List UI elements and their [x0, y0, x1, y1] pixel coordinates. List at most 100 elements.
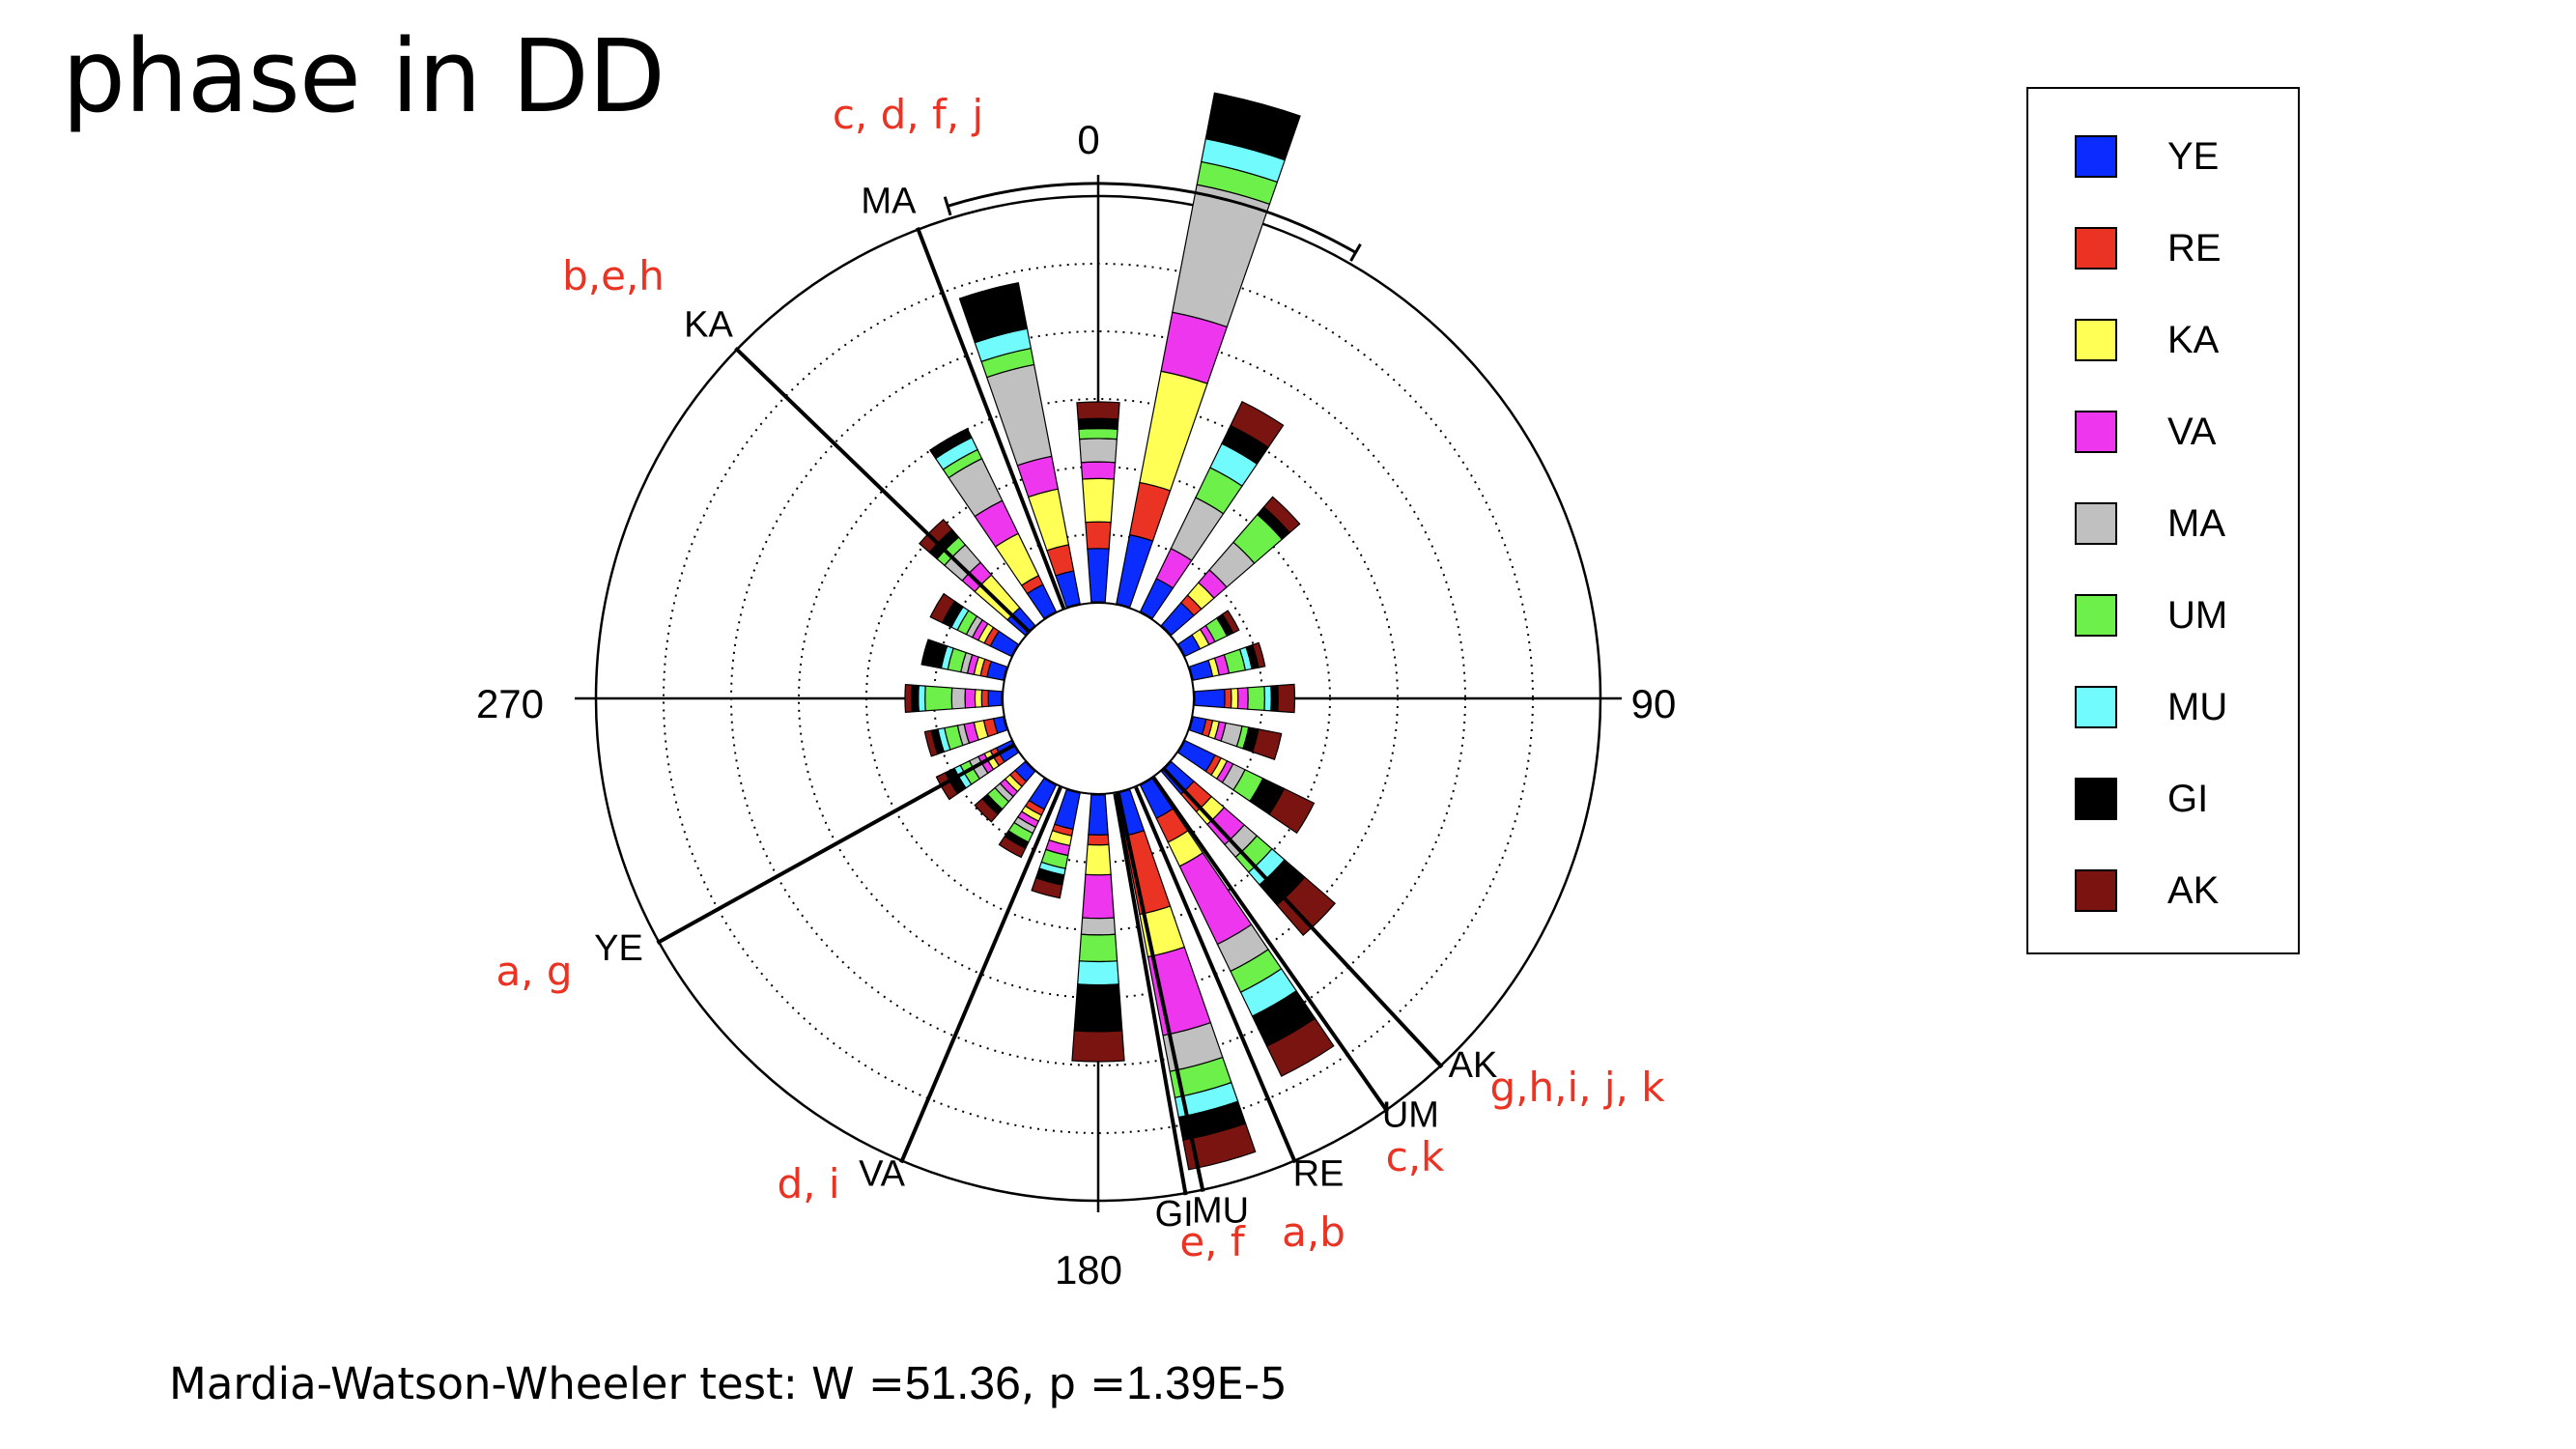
bar-segment-255-ak — [923, 729, 939, 757]
bar-segment-90-re — [1224, 688, 1232, 709]
bar-segment-270-ye — [987, 690, 1003, 707]
bar-segment-0-re — [1085, 521, 1112, 550]
bar-segment-180-gi — [1073, 983, 1123, 1033]
footer-p-mantissa: 1.39 — [1126, 1358, 1217, 1409]
vector-label-va: VA — [859, 1154, 906, 1195]
bar-segment-300-ak — [929, 592, 956, 624]
mean-vector-ka — [734, 346, 1031, 633]
bar-segment-165-va — [1146, 946, 1212, 1037]
legend-label: KA — [2167, 318, 2220, 361]
bar-segment-345-ma — [985, 363, 1053, 467]
bar-segment-180-va — [1081, 873, 1116, 920]
significance-group-mu: e, f — [1179, 1218, 1246, 1265]
footer-mid: , p = — [1020, 1358, 1126, 1409]
mean-vector-ye — [656, 743, 1015, 945]
bar-segment-150-ak — [1265, 1017, 1335, 1077]
legend-item-gi: GI — [2075, 770, 2208, 828]
vector-label-um: UM — [1382, 1095, 1439, 1136]
legend-swatch — [2075, 502, 2117, 545]
vector-label-ye: YE — [594, 928, 643, 969]
bar-segment-0-ka — [1081, 477, 1116, 524]
bar-segment-90-ye — [1194, 688, 1226, 709]
bar-segment-330-gi — [929, 427, 973, 460]
legend-item-re: RE — [2075, 219, 2222, 277]
bar-segment-270-ka — [974, 689, 983, 708]
bar-segment-165-ak — [1182, 1122, 1257, 1171]
bar-segment-180-um — [1078, 933, 1118, 963]
bar-segment-210-ak — [998, 835, 1027, 859]
bar-segment-180-re — [1087, 834, 1110, 846]
bar-segment-345-ka — [1027, 488, 1070, 552]
mean-vector-gi — [1113, 793, 1188, 1196]
bar-segment-270-um — [924, 685, 953, 712]
bar-segment-0-ma — [1079, 438, 1118, 464]
bar-segment-120-ak — [1268, 787, 1316, 835]
bar-segment-90-va — [1236, 687, 1249, 710]
legend-item-ak: AK — [2075, 862, 2219, 920]
legend-item-ye: YE — [2075, 128, 2219, 185]
legend-label: MA — [2167, 501, 2225, 545]
bar-segment-0-ak — [1076, 401, 1120, 420]
mean-vectors — [656, 182, 1444, 1196]
vector-label-ma: MA — [861, 182, 917, 222]
bar-segment-105-ak — [1251, 728, 1283, 761]
bar-segment-135-ak — [1276, 876, 1337, 937]
mean-vector-um — [1151, 776, 1390, 1113]
polar-grid — [575, 175, 1622, 1212]
mean-vector-ak — [1162, 767, 1444, 1069]
bar-segment-45-ak — [1262, 496, 1301, 534]
legend-swatch — [2075, 686, 2117, 728]
legend-label: AK — [2167, 868, 2220, 912]
bar-segment-0-ye — [1087, 548, 1110, 603]
bar-segment-90-mu — [1263, 685, 1272, 712]
bar-segment-0-um — [1078, 428, 1118, 440]
footer-p-exponent: E-5 — [1216, 1358, 1288, 1409]
legend-item-um: UM — [2075, 586, 2227, 644]
footer-w-value: 51.36 — [904, 1358, 1021, 1409]
bar-segment-180-ka — [1085, 843, 1112, 876]
significance-group-re: a,b — [1282, 1208, 1345, 1256]
bar-segment-195-ak — [1031, 876, 1063, 899]
confidence-arc-tick-1 — [943, 196, 952, 216]
footer-prefix: Mardia-Watson-Wheeler test: W = — [169, 1358, 905, 1409]
legend-item-ka: KA — [2075, 311, 2219, 369]
bar-segment-180-ye — [1088, 794, 1109, 837]
bar-segment-15-ma — [1172, 184, 1271, 328]
bar-segment-0-va — [1080, 461, 1117, 480]
confidence-arc-tick-2 — [1349, 242, 1362, 262]
legend-label: RE — [2167, 226, 2222, 270]
legend: YE RE KA VA MA UM MU GI AK — [2026, 87, 2300, 954]
bar-segment-225-ak — [974, 797, 1000, 823]
bar-segment-270-ma — [950, 687, 967, 710]
bar-segment-90-um — [1247, 685, 1266, 712]
legend-item-va: VA — [2075, 403, 2216, 461]
bar-segment-270-re — [980, 689, 990, 708]
vector-label-mu: MU — [1192, 1191, 1249, 1232]
significance-group-va: d, i — [777, 1160, 839, 1208]
bar-segment-90-ak — [1277, 683, 1296, 714]
significance-group-ma: c, d, f, j — [833, 91, 983, 138]
bar-segment-345-gi — [958, 282, 1029, 344]
significance-group-ye: a, g — [495, 948, 572, 995]
legend-swatch — [2075, 319, 2117, 361]
bars — [904, 92, 1337, 1171]
slide-title: phase in DD — [62, 17, 665, 135]
legend-label: GI — [2167, 777, 2209, 820]
angle-label-90: 90 — [1631, 681, 1677, 726]
mean-vector-mu — [1116, 792, 1205, 1193]
bar-segment-15-re — [1128, 481, 1172, 542]
bar-segment-30-ak — [1230, 400, 1285, 448]
confidence-arc — [947, 182, 1357, 254]
bar-segment-60-ak — [1221, 610, 1240, 635]
vector-label-ka: KA — [684, 304, 733, 345]
vector-label-ak: AK — [1449, 1045, 1498, 1086]
bar-segment-0-gi — [1077, 417, 1119, 430]
bar-segment-90-ka — [1230, 687, 1239, 710]
bar-segment-270-va — [964, 688, 977, 709]
mean-vector-re — [1134, 786, 1297, 1164]
legend-swatch — [2075, 594, 2117, 637]
legend-swatch — [2075, 869, 2117, 912]
angle-label-180: 180 — [1055, 1247, 1122, 1293]
bar-segment-270-ak — [904, 683, 913, 714]
